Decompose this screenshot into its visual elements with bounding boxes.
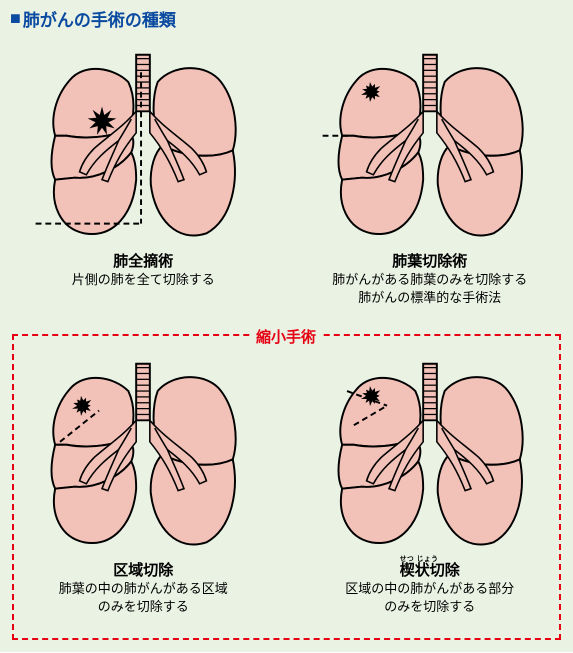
panel-segmentectomy: 区域切除肺葉の中の肺がんがある区域のみを切除する: [0, 344, 287, 653]
reduced-surgery-label: 縮小手術: [250, 326, 322, 347]
panel-title: 肺全摘術: [72, 250, 215, 271]
panel-title: せつ じょう楔状切除: [345, 559, 514, 580]
panel-caption: せつ じょう楔状切除区域の中の肺がんがある部分のみを切除する: [345, 559, 514, 615]
panel-caption: 区域切除肺葉の中の肺がんがある区域のみを切除する: [59, 559, 228, 615]
panel-description-line: 肺葉の中の肺がんがある区域: [59, 580, 228, 598]
panel-description-line: 肺がんの標準的な手術法: [332, 289, 527, 307]
panel-pneumonectomy: 肺全摘術片側の肺を全て切除する: [0, 35, 287, 344]
panel-description-line: 肺がんがある肺葉のみを切除する: [332, 271, 527, 289]
panel-description-line: 区域の中の肺がんがある部分: [345, 580, 514, 598]
panel-description-line: のみを切除する: [59, 598, 228, 616]
panel-lobectomy: 肺葉切除術肺がんがある肺葉のみを切除する肺がんの標準的な手術法: [287, 35, 573, 344]
page-header: ■ 肺がんの手術の種類: [0, 0, 573, 35]
panel-caption: 肺葉切除術肺がんがある肺葉のみを切除する肺がんの標準的な手術法: [332, 250, 527, 306]
lung-diagram: [23, 352, 263, 557]
ruby-text: せつ じょう: [400, 553, 430, 563]
lung-diagram: [23, 43, 263, 248]
panel-description-line: のみを切除する: [345, 598, 514, 616]
header-title: 肺がんの手術の種類: [23, 6, 176, 31]
header-marker: ■: [10, 8, 21, 29]
panel-description-line: 片側の肺を全て切除する: [72, 271, 215, 289]
lung-diagram: [310, 352, 550, 557]
page-root: ■ 肺がんの手術の種類 肺全摘術片側の肺を全て切除する 肺葉切除術肺がんがある肺…: [0, 0, 573, 652]
panel-caption: 肺全摘術片側の肺を全て切除する: [72, 250, 215, 289]
panel-title: 区域切除: [59, 559, 228, 580]
lung-diagram: [310, 43, 550, 248]
panel-title: 肺葉切除術: [332, 250, 527, 271]
panel-wedge: せつ じょう楔状切除区域の中の肺がんがある部分のみを切除する: [287, 344, 573, 653]
